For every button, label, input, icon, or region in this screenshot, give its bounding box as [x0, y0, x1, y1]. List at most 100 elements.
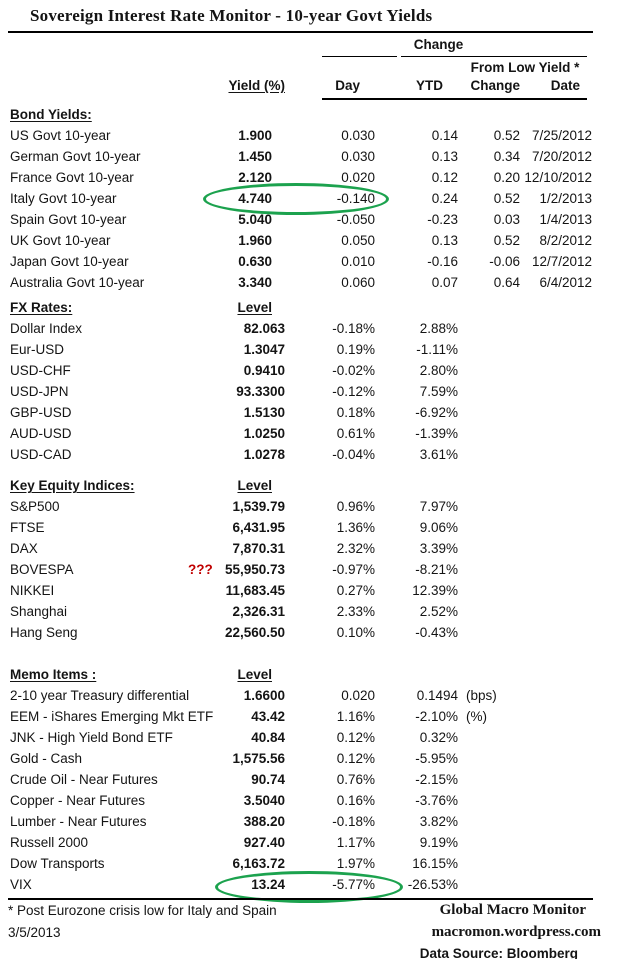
- row-day: 1.36%: [336, 520, 375, 535]
- row-label: Crude Oil - Near Futures: [10, 772, 158, 787]
- row-label: Japan Govt 10-year: [10, 254, 129, 269]
- row-unit: (bps): [466, 688, 497, 703]
- row-ytd: -8.21%: [415, 562, 458, 577]
- row-change: [458, 811, 520, 832]
- row-ytd: 16.15%: [412, 856, 458, 871]
- row-ytd: 0.32%: [419, 730, 458, 745]
- row-value: 3.340: [238, 275, 272, 290]
- row-day: -0.050: [336, 212, 375, 227]
- row-date: [520, 360, 592, 381]
- row-change: [458, 853, 520, 874]
- row-label: US Govt 10-year: [10, 128, 111, 143]
- column-header-change: Change: [470, 78, 520, 93]
- row-value: 1.960: [238, 233, 272, 248]
- row-value: 90.74: [251, 772, 285, 787]
- row-change: -0.06: [489, 254, 520, 269]
- row-date: [520, 423, 592, 444]
- table-row: Gold - Cash 1,575.56 0.12% -5.95%: [0, 748, 630, 769]
- row-day: -0.12%: [332, 384, 375, 399]
- row-ytd: -3.76%: [415, 793, 458, 808]
- row-ytd: 2.88%: [419, 321, 458, 336]
- row-value: 2,326.31: [232, 604, 285, 619]
- row-change: 0.64: [493, 275, 520, 290]
- section-title-label: FX Rates:: [10, 300, 73, 315]
- row-label: USD-CHF: [10, 363, 71, 378]
- row-date: 12/7/2012: [531, 254, 592, 269]
- row-label: Russell 2000: [10, 835, 89, 850]
- table-row: USD-JPN 93.3300 -0.12% 7.59%: [0, 381, 630, 402]
- row-ytd: 0.13: [431, 233, 458, 248]
- row-day: 0.61%: [336, 426, 375, 441]
- row-change: [458, 727, 520, 748]
- row-value: 2.120: [238, 170, 272, 185]
- row-change: [458, 790, 520, 811]
- row-value: 0.630: [238, 254, 272, 269]
- row-change: [458, 748, 520, 769]
- row-ytd: -2.15%: [415, 772, 458, 787]
- row-day: 0.27%: [336, 583, 375, 598]
- row-date: [520, 381, 592, 402]
- row-change: [458, 423, 520, 444]
- row-label: JNK - High Yield Bond ETF: [10, 730, 173, 745]
- row-change: 0.34: [493, 149, 520, 164]
- row-ytd: 7.97%: [419, 499, 458, 514]
- table-row: Shanghai 2,326.31 2.33% 2.52%: [0, 601, 630, 622]
- row-ytd: 0.12: [431, 170, 458, 185]
- row-label: Italy Govt 10-year: [10, 191, 117, 206]
- header-rule-day: [322, 56, 397, 57]
- row-ytd: 9.06%: [419, 520, 458, 535]
- row-date: [520, 601, 592, 622]
- row-value: 1.6600: [243, 688, 285, 703]
- section-key-equity-indices: Key Equity Indices: Level S&P500 1,539.79 0.…: [0, 475, 630, 643]
- row-day: 0.050: [341, 233, 375, 248]
- table-row: EEM - iShares Emerging Mkt ETF 43.42 1.16%…: [0, 706, 630, 727]
- table-row: USD-CHF 0.9410 -0.02% 2.80%: [0, 360, 630, 381]
- row-date: [520, 402, 592, 423]
- row-label: Eur-USD: [10, 342, 65, 357]
- row-label: Lumber - Near Futures: [10, 814, 147, 829]
- table-row: GBP-USD 1.5130 0.18% -6.92%: [0, 402, 630, 423]
- section-fx-rates: FX Rates: Level Dollar Index 82.063 -0.18% 2.…: [0, 297, 630, 465]
- row-value: 1,575.56: [232, 751, 285, 766]
- row-date: 8/2/2012: [539, 233, 592, 248]
- level-column-header: [205, 104, 285, 125]
- table-row: Lumber - Near Futures 388.20 -0.18% 3.82%: [0, 811, 630, 832]
- row-value: 1.900: [238, 128, 272, 143]
- row-value: 1,539.79: [232, 499, 285, 514]
- table-row: USD-CAD 1.0278 -0.04% 3.61%: [0, 444, 630, 465]
- row-change: [458, 559, 520, 580]
- row-unit: (%): [466, 709, 487, 724]
- section-title: Key Equity Indices:: [0, 475, 205, 496]
- row-change: [458, 496, 520, 517]
- row-date: 12/10/2012: [524, 170, 592, 185]
- row-change: [458, 832, 520, 853]
- column-header-yield: Yield (%): [205, 78, 285, 94]
- row-value: 1.5130: [243, 405, 285, 420]
- table-row: AUD-USD 1.0250 0.61% -1.39%: [0, 423, 630, 444]
- row-label: UK Govt 10-year: [10, 233, 111, 248]
- row-ytd: 0.07: [431, 275, 458, 290]
- row-change: 0.20: [493, 170, 520, 185]
- row-change: 0.52: [493, 233, 520, 248]
- row-ytd: 0.14: [431, 128, 458, 143]
- row-day: 1.97%: [336, 856, 375, 871]
- row-value: 1.0278: [243, 447, 285, 462]
- row-value: 1.3047: [243, 342, 285, 357]
- level-label: Level: [237, 478, 272, 493]
- row-date: 1/4/2013: [539, 212, 592, 227]
- row-label: USD-CAD: [10, 447, 72, 462]
- table-row: Japan Govt 10-year 0.630 0.010 -0.16 -0.06 12…: [0, 251, 630, 272]
- row-date: [520, 580, 592, 601]
- row-ytd: -1.11%: [416, 342, 458, 357]
- row-value: 7,870.31: [232, 541, 285, 556]
- row-value: 1.0250: [243, 426, 285, 441]
- row-day: 0.010: [341, 254, 375, 269]
- row-label: German Govt 10-year: [10, 149, 141, 164]
- row-day: 0.19%: [336, 342, 375, 357]
- section-title-label: Bond Yields:: [10, 107, 92, 122]
- row-value: 0.9410: [243, 363, 285, 378]
- table-row: Russell 2000 927.40 1.17% 9.19%: [0, 832, 630, 853]
- table-body: Bond Yields: US Govt 10-year 1.900 0.030 0.1…: [0, 104, 630, 895]
- row-day: 0.10%: [336, 625, 375, 640]
- row-date: [520, 496, 592, 517]
